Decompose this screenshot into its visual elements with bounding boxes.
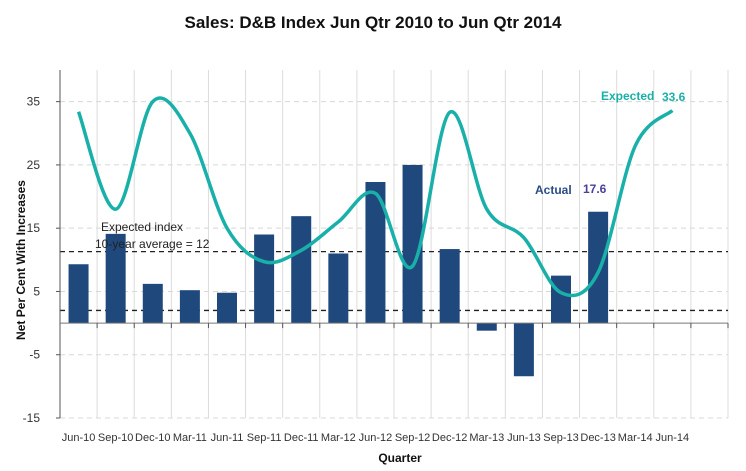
bar-Sep-10 <box>105 233 126 324</box>
x-tick-label: Jun-10 <box>62 432 96 444</box>
bar-Sep-11 <box>254 234 275 324</box>
x-tick-label: Sep-10 <box>98 432 133 444</box>
x-tick-label: Mar-11 <box>173 432 207 444</box>
x-tick-label: Mar-13 <box>469 432 504 444</box>
actual-label: Actual <box>535 183 572 197</box>
y-tick-labels: -15 -5 5 15 25 35 <box>23 95 41 425</box>
expected-value: 33.6 <box>662 90 686 104</box>
x-tick-label: Dec-12 <box>432 432 467 444</box>
x-tick-label: Jun-14 <box>656 432 690 444</box>
reference-lines <box>60 250 728 312</box>
bar-Mar-12 <box>328 253 349 324</box>
x-tick-labels: Jun-10 Sep-10 Dec-10 Mar-11 Jun-11 Sep-11 Dec-… <box>62 432 689 444</box>
bar-Jun-13 <box>513 323 534 377</box>
x-tick-label: Jun-12 <box>359 432 393 444</box>
bar-Dec-11 <box>291 216 312 324</box>
y-tick-label: 25 <box>27 158 41 172</box>
bar-Sep-13 <box>551 275 571 324</box>
y-tick-label: -15 <box>23 411 41 425</box>
bar-Mar-11 <box>179 290 200 324</box>
x-tick-label: Dec-10 <box>135 432 170 444</box>
x-tick-label: Sep-13 <box>543 432 578 444</box>
chart-title: Sales: D&B Index Jun Qtr 2010 to Jun Qtr… <box>185 13 563 32</box>
bar-Dec-13 <box>588 211 609 324</box>
x-tick-label: Mar-12 <box>321 432 356 444</box>
bar-Jun-12 <box>365 181 386 324</box>
x-tick-label: Jun-13 <box>507 432 541 444</box>
bar-Jun-11 <box>217 292 237 324</box>
expected-label: Expected <box>601 89 654 103</box>
expected-line <box>76 96 674 298</box>
x-tick-label: Jun-11 <box>211 432 244 444</box>
axes <box>56 70 729 419</box>
y-axis-label: Net Per Cent With Increases <box>14 180 28 340</box>
x-tick-label: Sep-11 <box>247 432 282 444</box>
actual-value: 17.6 <box>583 182 607 196</box>
x-tick-label: Dec-13 <box>580 432 615 444</box>
bar-Dec-12 <box>439 249 460 324</box>
x-tick-label: Sep-12 <box>395 432 430 444</box>
bar-Mar-13 <box>476 323 497 331</box>
x-tick-label: Dec-11 <box>284 432 319 444</box>
y-tick-label: -5 <box>29 348 40 362</box>
avg-annotation-line2: 10-year average = 12 <box>95 237 210 251</box>
y-tick-label: 35 <box>27 95 41 109</box>
x-tick-label: Mar-14 <box>618 432 653 444</box>
grid <box>60 70 729 419</box>
x-axis-label: Quarter <box>378 451 422 465</box>
y-tick-label: 15 <box>27 221 41 235</box>
bar-Jun-10 <box>68 264 89 324</box>
bars <box>68 164 609 377</box>
avg-annotation-line1: Expected index <box>101 220 183 234</box>
y-tick-label: 5 <box>33 284 40 298</box>
bar-Sep-12 <box>402 164 423 324</box>
bar-Dec-10 <box>142 283 163 324</box>
